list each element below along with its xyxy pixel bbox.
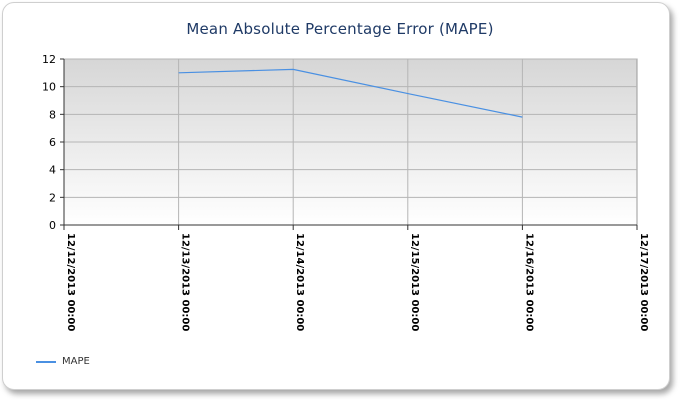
y-tick-label: 10 <box>42 81 56 94</box>
series-line-mape <box>178 68 523 118</box>
x-tick-label: 12/12/2013 00:00 <box>65 233 76 331</box>
x-tick-label: 12/13/2013 00:00 <box>180 233 191 331</box>
y-tick-label: 8 <box>49 108 56 121</box>
legend-label-mape: MAPE <box>62 356 90 367</box>
series-layer <box>178 68 523 118</box>
x-tick-label: 12/14/2013 00:00 <box>294 233 305 331</box>
axes: 0 2 4 6 8 10 12 12/12/2013 00:00 12/13/2013 00:0… <box>42 53 649 331</box>
x-tick-label: 12/17/2013 00:00 <box>638 233 649 331</box>
y-tick-label: 6 <box>49 136 56 149</box>
legend-swatch-mape <box>36 360 56 363</box>
y-tick-label: 12 <box>42 53 56 66</box>
x-tick-label: 12/16/2013 00:00 <box>523 233 534 331</box>
chart-title: Mean Absolute Percentage Error (MAPE) <box>186 20 494 38</box>
x-tick-label: 12/15/2013 00:00 <box>409 233 420 331</box>
grid <box>64 58 637 225</box>
y-tick-label: 0 <box>49 219 56 232</box>
y-tick-label: 4 <box>49 164 56 177</box>
legend: MAPE <box>36 356 90 367</box>
y-tick-label: 2 <box>49 191 56 204</box>
